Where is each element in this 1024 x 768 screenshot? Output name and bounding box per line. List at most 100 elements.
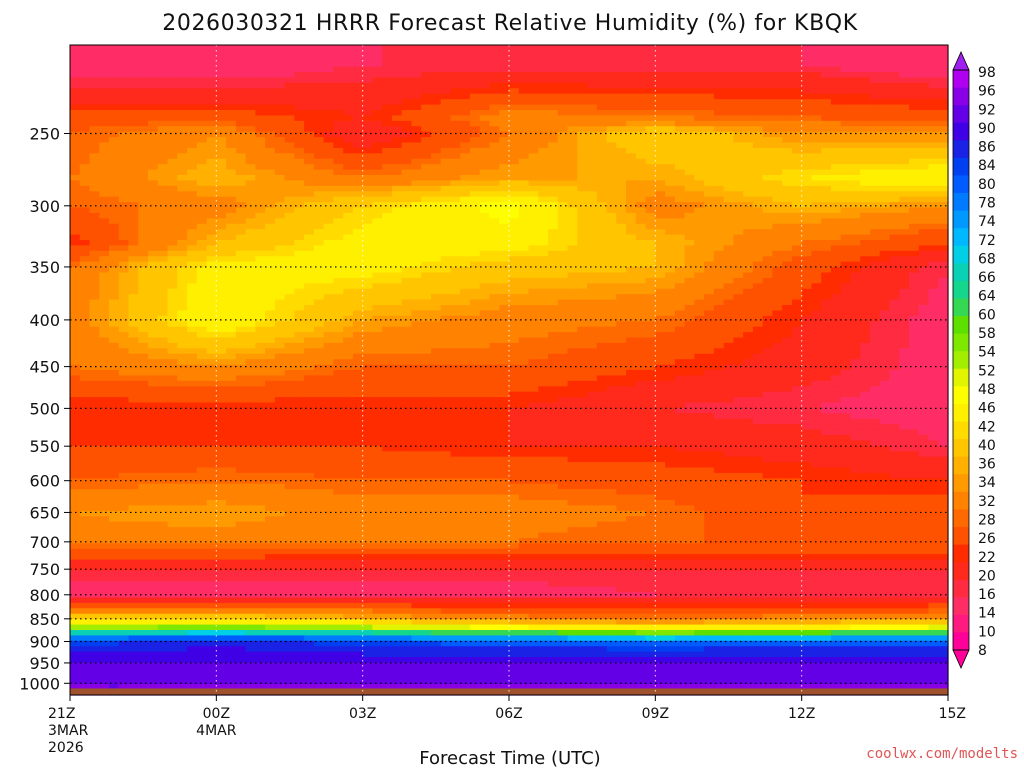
heatmap-cell [206,218,217,225]
heatmap-cell [616,288,627,295]
heatmap-cell [850,158,861,165]
heatmap-cell [528,142,539,149]
heatmap-cell [469,131,481,138]
heatmap-cell [918,337,930,344]
heatmap-cell [557,55,569,62]
heatmap-cell [557,72,569,79]
heatmap-cell [713,256,725,263]
heatmap-cell [489,272,500,279]
heatmap-cell [694,267,705,274]
heatmap-cell [869,72,881,79]
heatmap-cell [879,196,891,203]
heatmap-cell [401,218,413,225]
heatmap-cell [323,153,334,160]
heatmap-cell [343,82,354,89]
heatmap-cell [548,99,559,106]
heatmap-cell [869,115,881,122]
heatmap-cell [294,294,305,301]
heatmap-cell [596,72,608,79]
heatmap-cell [138,93,149,100]
heatmap-cell [245,229,256,236]
heatmap-cell [479,50,491,57]
heatmap-cell [772,288,783,295]
heatmap-cell [196,153,208,160]
heatmap-cell [626,110,637,117]
heatmap-cell [313,277,325,284]
heatmap-cell [460,77,471,84]
heatmap-cell [509,175,520,182]
heatmap-cell [70,326,81,333]
heatmap-cell [811,256,822,263]
heatmap-cell [245,185,256,192]
heatmap-cell [918,169,930,176]
heatmap-cell [294,180,305,187]
heatmap-cell [908,93,920,100]
heatmap-cell [167,110,178,117]
heatmap-cell [206,45,217,52]
heatmap-cell [830,277,842,284]
heatmap-cell [333,202,344,209]
heatmap-cell [869,294,881,301]
heatmap-cell [391,104,403,111]
heatmap-cell [694,305,705,312]
heatmap-cell [382,202,393,209]
heatmap-cell [255,104,266,111]
heatmap-cell [401,288,413,295]
heatmap-cell [245,256,256,263]
heatmap-cell [89,120,100,127]
heatmap-cell [430,245,442,252]
heatmap-cell [782,277,793,284]
heatmap-cell [479,250,491,257]
heatmap-cell [401,299,413,306]
heatmap-cell [899,45,910,52]
heatmap-cell [138,61,149,68]
heatmap-cell [918,288,930,295]
heatmap-cell [899,164,910,171]
heatmap-cell [684,175,695,182]
heatmap-cell [596,45,608,52]
heatmap-cell [782,180,793,187]
heatmap-cell [284,120,295,127]
heatmap-cell [645,240,656,247]
heatmap-cell [128,88,139,95]
heatmap-cell [528,77,539,84]
heatmap-cell [821,120,832,127]
heatmap-cell [860,164,871,171]
heatmap-cell [938,245,949,252]
heatmap-cell [274,202,286,209]
heatmap-cell [245,99,256,106]
heatmap-cell [733,212,744,219]
heatmap-cell [772,299,783,306]
heatmap-cell [713,283,725,290]
heatmap-cell [333,223,344,230]
heatmap-cell [304,218,315,225]
heatmap-cell [840,272,852,279]
heatmap-cell [372,294,383,301]
heatmap-cell [811,294,822,301]
heatmap-cell [333,50,344,57]
heatmap-cell [918,180,930,187]
heatmap-cell [723,256,734,263]
heatmap-cell [274,223,286,230]
heatmap-cell [401,126,413,133]
heatmap-cell [704,250,715,257]
heatmap-cell [557,272,569,279]
heatmap-cell [528,72,539,79]
heatmap-cell [382,147,393,154]
heatmap-cell [304,305,315,312]
heatmap-cell [899,180,910,187]
heatmap-cell [518,147,530,154]
heatmap-cell [372,153,383,160]
heatmap-cell [577,299,588,306]
heatmap-cell [723,55,734,62]
heatmap-cell [801,77,813,84]
heatmap-cell [665,223,676,230]
heatmap-cell [138,66,149,73]
heatmap-cell [391,250,403,257]
heatmap-cell [684,55,695,62]
heatmap-cell [362,93,374,100]
heatmap-cell [548,50,559,57]
heatmap-cell [587,207,598,214]
heatmap-cell [801,147,813,154]
heatmap-cell [333,196,344,203]
